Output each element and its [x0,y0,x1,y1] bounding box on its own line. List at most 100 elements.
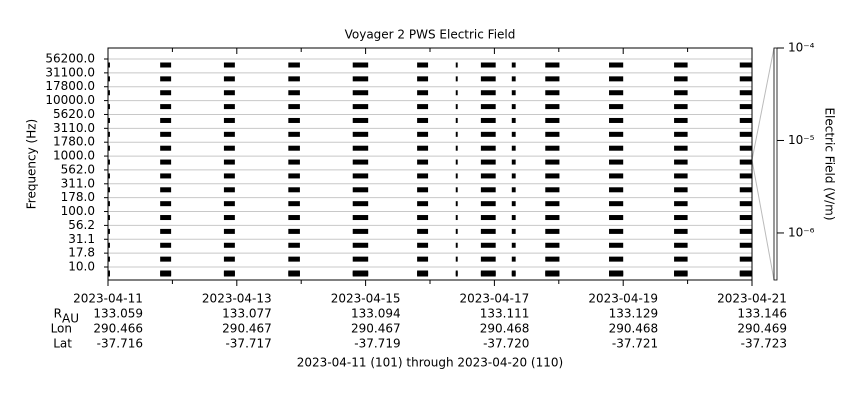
y-tick-label: 17800.0 [45,79,95,93]
data-block [480,131,496,137]
data-block [480,104,496,110]
data-block [417,215,429,221]
data-block [417,228,429,234]
data-block [545,90,560,96]
y-tick-label: 1000.0 [53,149,95,163]
data-block [223,256,235,262]
data-block [417,256,429,262]
data-block [545,62,560,68]
data-block [609,62,624,68]
data-block [511,215,516,221]
data-block [739,173,752,179]
data-block [739,242,752,248]
data-block [223,90,235,96]
data-block [674,62,688,68]
data-block [511,62,516,68]
y2-tick-label: 10⁻⁴ [788,41,815,55]
data-block [455,104,458,110]
data-block [223,104,235,110]
data-block [417,90,429,96]
data-block [288,90,300,96]
data-block [108,242,110,248]
data-block [480,145,496,151]
connector [751,47,775,161]
data-block [739,76,752,82]
data-block [160,145,172,151]
data-block [223,117,235,123]
data-block [545,201,560,207]
data-block [545,228,560,234]
colorbar [773,47,778,281]
data-block [739,131,752,137]
y-tick-label: 31.1 [68,232,95,246]
data-block [223,76,235,82]
ephemeris-value: 290.468 [609,322,659,336]
data-block [417,173,429,179]
data-block [455,256,458,262]
data-block [108,228,110,234]
data-block [417,187,429,193]
data-block [511,159,516,165]
data-block [223,145,235,151]
data-block [455,215,458,221]
data-block [545,104,560,110]
data-block [288,131,300,137]
data-block [223,62,235,68]
data-block [609,76,624,82]
data-block [480,228,496,234]
data-block [455,117,458,123]
data-block [455,173,458,179]
ephemeris-label: R [54,307,62,321]
data-block [674,215,688,221]
data-block [455,271,458,277]
data-block [674,159,688,165]
data-block [108,104,110,110]
ephemeris-value: 290.466 [93,322,143,336]
data-block [417,159,429,165]
data-block [288,104,300,110]
data-block [352,76,369,82]
ephemeris-label-sub: AU [62,312,79,326]
data-block [108,90,110,96]
ephemeris-value: -37.723 [741,337,787,351]
data-block [160,228,172,234]
data-block [223,131,235,137]
ephemeris-value: -37.720 [483,337,529,351]
data-block [352,271,369,277]
data-block [288,117,300,123]
data-block [288,145,300,151]
data-block [108,145,110,151]
data-block [160,131,172,137]
data-block [511,145,516,151]
data-block [739,90,752,96]
x-tick-label: 2023-04-13 [202,292,272,306]
data-block [417,62,429,68]
data-block [609,131,624,137]
x-tick-label: 2023-04-17 [460,292,530,306]
data-block [545,117,560,123]
ephemeris-label: Lon [51,322,72,336]
data-block [108,271,110,277]
data-block [674,201,688,207]
data-block [352,104,369,110]
y-tick-label: 56.2 [68,218,95,232]
y-tick-label: 562.0 [61,162,95,176]
data-block [160,173,172,179]
data-block [739,117,752,123]
data-block [417,76,429,82]
data-block [352,117,369,123]
y2-axis-label: Electric Field (V/m) [823,107,837,220]
data-block [288,271,300,277]
y-tick-label: 17.8 [68,246,95,260]
ephemeris-value: -37.719 [354,337,400,351]
y-tick-label: 100.0 [61,204,95,218]
x-tick-label: 2023-04-19 [588,292,658,306]
data-block [609,145,624,151]
data-block [674,90,688,96]
y-tick-label: 3110.0 [53,121,95,135]
data-block [480,256,496,262]
data-block [160,159,172,165]
data-block [545,187,560,193]
data-block [455,145,458,151]
